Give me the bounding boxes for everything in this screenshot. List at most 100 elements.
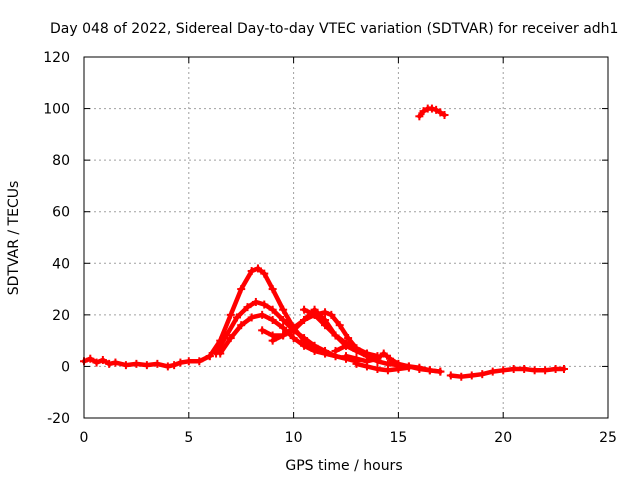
data-point [279, 305, 288, 314]
data-point [432, 105, 441, 114]
data-point [300, 316, 309, 325]
data-point [216, 349, 225, 358]
y-tick-label: 20 [52, 308, 70, 324]
data-point [279, 316, 288, 325]
data-point [226, 334, 235, 343]
data-point [170, 361, 179, 370]
data-point [247, 313, 256, 322]
data-point [300, 305, 309, 314]
data-point [331, 346, 340, 355]
data-point [268, 305, 277, 314]
data-point [163, 362, 172, 371]
data-point [373, 354, 382, 363]
y-tick-label: 100 [43, 102, 70, 118]
series-line [81, 353, 213, 369]
data-point [425, 366, 434, 375]
series-baseline-early [80, 352, 214, 371]
data-point [205, 352, 214, 361]
data-point [436, 367, 445, 376]
data-point [478, 370, 487, 379]
data-point [243, 303, 252, 312]
data-point [121, 361, 130, 370]
data-point [98, 355, 107, 364]
series-late-segment [446, 365, 568, 381]
data-point [260, 300, 269, 309]
data-point [132, 359, 141, 368]
data-point [335, 321, 344, 330]
data-point [222, 331, 231, 340]
data-point [268, 316, 277, 325]
data-point [258, 310, 267, 319]
data-point [289, 323, 298, 332]
data-point [419, 107, 428, 116]
data-point [300, 341, 309, 350]
data-point [310, 346, 319, 355]
data-series-group [80, 104, 568, 381]
x-tick-label: 0 [80, 430, 89, 446]
data-point [440, 111, 449, 120]
ticks: 0 5 10 15 20 25 -20 0 20 40 60 80 100 120 [43, 50, 617, 446]
data-point [352, 359, 361, 368]
data-point [289, 334, 298, 343]
data-point [237, 321, 246, 330]
data-point [321, 308, 330, 317]
y-tick-label: 40 [52, 256, 70, 272]
data-point [260, 269, 269, 278]
data-point [415, 112, 424, 121]
data-point [251, 297, 260, 306]
data-point [541, 366, 550, 375]
data-point [111, 358, 120, 367]
data-point [467, 371, 476, 380]
data-point [279, 331, 288, 340]
data-point [427, 104, 436, 113]
x-tick-label: 5 [184, 430, 193, 446]
data-point [142, 361, 151, 370]
y-tick-label: 60 [52, 205, 70, 221]
chart-title: Day 048 of 2022, Sidereal Day-to-day VTE… [50, 21, 618, 37]
data-point [488, 367, 497, 376]
data-point [310, 310, 319, 319]
data-point [321, 349, 330, 358]
data-point [551, 365, 560, 374]
data-point [342, 341, 350, 350]
data-point [92, 358, 101, 367]
data-point [226, 310, 235, 319]
data-point [153, 359, 162, 368]
data-point [86, 354, 95, 363]
data-point [362, 362, 371, 371]
data-point [258, 326, 267, 335]
data-point [436, 108, 445, 117]
data-point [404, 363, 413, 372]
series-second-hump-c [300, 305, 382, 363]
data-point [184, 357, 193, 366]
x-tick-label: 15 [389, 430, 407, 446]
y-axis-label: SDTVAR / TECUs [6, 181, 22, 296]
series-tail-c [352, 359, 413, 375]
series-isolated-arc [415, 104, 449, 121]
data-point [321, 321, 330, 330]
data-point [300, 334, 309, 343]
data-point [446, 371, 455, 380]
x-tick-label: 10 [285, 430, 303, 446]
data-point [383, 366, 392, 375]
data-point [331, 331, 340, 340]
data-point [268, 285, 277, 294]
y-tick-label: 80 [52, 153, 70, 169]
data-point [509, 365, 518, 374]
x-tick-label: 20 [494, 430, 512, 446]
data-point [530, 366, 539, 375]
data-point [499, 366, 508, 375]
data-point [176, 358, 185, 367]
data-point [279, 323, 288, 332]
plot-frame [83, 56, 609, 419]
data-point [394, 365, 403, 374]
series-peak-low [216, 310, 340, 361]
data-point [253, 264, 262, 273]
data-point [379, 349, 388, 358]
grid [84, 57, 608, 418]
data-point [195, 357, 204, 366]
data-point [268, 336, 277, 345]
data-point [233, 313, 242, 322]
y-tick-label: 0 [61, 359, 70, 375]
